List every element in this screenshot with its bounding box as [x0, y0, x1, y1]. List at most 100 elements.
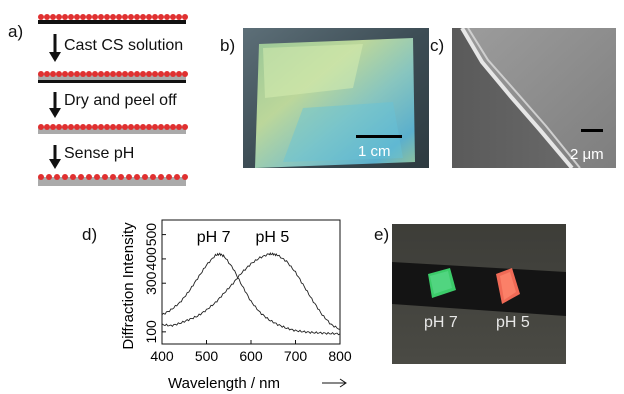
particle-dot	[170, 124, 176, 130]
particle-dot	[110, 14, 116, 20]
particle-dot	[176, 14, 182, 20]
particle-dot	[182, 71, 188, 77]
particle-dot	[68, 71, 74, 77]
series-line-2	[161, 252, 341, 330]
particle-dot	[182, 124, 188, 130]
particle-dot	[86, 174, 92, 180]
particle-dot	[50, 71, 56, 77]
panel-e-label: e)	[374, 225, 390, 244]
particle-dot	[92, 71, 98, 77]
particle-dot	[92, 14, 98, 20]
label-ph7: pH 7	[424, 314, 458, 331]
particle-dot	[146, 14, 152, 20]
plot-frame	[161, 219, 341, 345]
particle-dot	[62, 124, 68, 130]
particle-dot	[38, 174, 44, 180]
particle-dot	[116, 14, 122, 20]
particle-dot	[146, 71, 152, 77]
x-axis-label: Wavelength / nm	[168, 375, 280, 392]
particle-dot	[38, 71, 44, 77]
particle-dot	[110, 174, 116, 180]
substrate-bar	[38, 20, 186, 24]
particle-dot	[146, 124, 152, 130]
particle-dot	[182, 14, 188, 20]
particle-dot	[176, 124, 182, 130]
particle-dot	[128, 124, 134, 130]
particle-dot	[62, 14, 68, 20]
film-bar	[38, 127, 186, 134]
particle-dot	[134, 124, 140, 130]
particle-dot	[150, 174, 156, 180]
particle-dot	[62, 71, 68, 77]
scale-bar-c	[581, 129, 603, 132]
annotation-ph7: pH 7	[197, 229, 231, 246]
substrate-bar	[38, 80, 186, 83]
arrow-down-icon	[49, 34, 61, 62]
particle-dot	[142, 174, 148, 180]
particle-dot	[134, 71, 140, 77]
step-cast-text: Cast CS solution	[64, 37, 184, 54]
particle-dot	[140, 14, 146, 20]
particle-dot	[170, 71, 176, 77]
scale-label-b: 1 cm	[358, 143, 391, 160]
particle-dot	[44, 14, 50, 20]
particle-dot	[62, 174, 68, 180]
particle-dot	[152, 71, 158, 77]
particle-dot	[46, 174, 52, 180]
particle-dot	[126, 174, 132, 180]
particle-dot	[56, 14, 62, 20]
particle-dot	[164, 14, 170, 20]
x-tick-label: 700	[284, 348, 308, 364]
particle-dot	[174, 174, 180, 180]
particle-dot	[122, 71, 128, 77]
particle-dot	[158, 71, 164, 77]
scale-bar-b	[356, 135, 402, 138]
particle-dot	[54, 174, 60, 180]
particle-dot	[74, 124, 80, 130]
particle-dot	[70, 174, 76, 180]
series-line-1	[161, 252, 341, 336]
y-tick-label: 400	[143, 247, 159, 271]
film-bar	[38, 177, 186, 186]
particle-dot	[98, 71, 104, 77]
particle-dot	[122, 124, 128, 130]
particle-dot	[128, 71, 134, 77]
particle-dot	[158, 174, 164, 180]
particle-dot	[164, 71, 170, 77]
particle-dot	[86, 71, 92, 77]
annotation-ph5: pH 5	[255, 229, 289, 246]
particle-dot	[80, 71, 86, 77]
y-axis-label: Diffraction Intensity	[120, 222, 137, 350]
panel-a-label: a)	[8, 22, 24, 41]
particle-dot	[98, 124, 104, 130]
particle-dot	[80, 14, 86, 20]
particle-dot	[44, 124, 50, 130]
particle-dot	[182, 174, 188, 180]
particle-dot	[74, 71, 80, 77]
particle-dot	[104, 124, 110, 130]
x-tick-label: 400	[150, 348, 174, 364]
particle-dot	[128, 14, 134, 20]
x-tick-label: 600	[239, 348, 263, 364]
particle-dot	[164, 124, 170, 130]
particle-dot	[50, 124, 56, 130]
particle-dot	[134, 14, 140, 20]
step-dry-text: Dry and peel off	[64, 92, 177, 109]
particle-dot	[68, 14, 74, 20]
particle-dot	[78, 174, 84, 180]
panel-c-label: c)	[430, 36, 445, 55]
y-tick-label: 100	[143, 320, 159, 344]
x-tick-label: 500	[195, 348, 219, 364]
particle-dot	[158, 124, 164, 130]
y-tick-label: 500	[143, 223, 159, 247]
particle-dot	[86, 124, 92, 130]
particle-dot	[140, 124, 146, 130]
particle-dot	[38, 14, 44, 20]
particle-dot	[50, 14, 56, 20]
step-sense-text: Sense pH	[64, 145, 135, 162]
arrow-down-icon	[49, 145, 61, 169]
stage-3-peeled-film	[38, 124, 188, 134]
particle-dot	[122, 14, 128, 20]
particle-dot	[74, 14, 80, 20]
